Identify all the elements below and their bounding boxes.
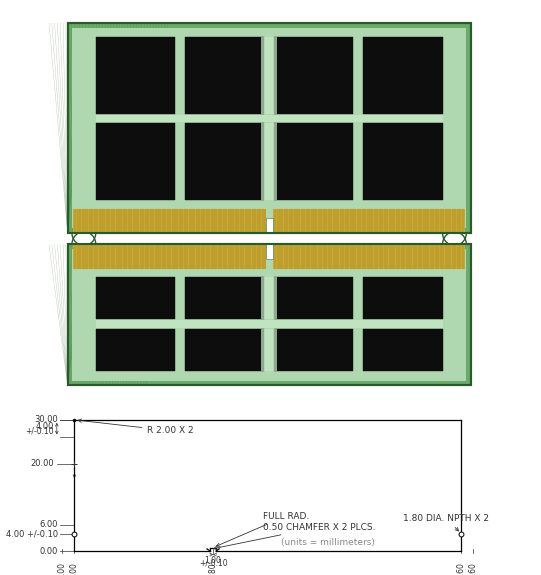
Bar bbox=[96, 320, 443, 328]
Bar bbox=[274, 37, 353, 114]
Bar bbox=[96, 277, 175, 319]
Bar bbox=[261, 123, 277, 200]
Text: +/-0.10: +/-0.10 bbox=[25, 426, 54, 435]
Text: R 2.00 X 2: R 2.00 X 2 bbox=[78, 419, 194, 435]
Text: FULL RAD.: FULL RAD. bbox=[216, 512, 309, 546]
Text: 1.00: 1.00 bbox=[204, 557, 221, 565]
Text: 1.80 DIA. NPTH X 2: 1.80 DIA. NPTH X 2 bbox=[403, 514, 489, 531]
Polygon shape bbox=[443, 233, 466, 246]
Bar bbox=[185, 277, 264, 319]
Bar bbox=[96, 115, 443, 122]
Polygon shape bbox=[72, 233, 96, 246]
Bar bbox=[266, 244, 273, 259]
Bar bbox=[72, 28, 466, 228]
Text: 24.80: 24.80 bbox=[208, 562, 217, 575]
Text: 4.00: 4.00 bbox=[36, 422, 54, 431]
Text: 0.00: 0.00 bbox=[58, 562, 67, 575]
Text: 0.00: 0.00 bbox=[39, 547, 58, 555]
Bar bbox=[261, 37, 277, 114]
Bar bbox=[274, 277, 353, 319]
Bar bbox=[274, 328, 353, 371]
Bar bbox=[363, 277, 443, 319]
Polygon shape bbox=[72, 232, 96, 244]
Text: 2.00: 2.00 bbox=[70, 562, 79, 575]
Bar bbox=[68, 23, 471, 233]
Bar bbox=[274, 123, 353, 200]
Bar bbox=[68, 23, 471, 233]
Bar bbox=[72, 249, 466, 381]
Text: 65.60: 65.60 bbox=[457, 562, 466, 575]
Bar bbox=[363, 328, 443, 371]
Bar bbox=[68, 244, 471, 385]
Text: (units = millimeters): (units = millimeters) bbox=[281, 538, 375, 547]
Bar bbox=[273, 209, 465, 233]
Bar bbox=[185, 123, 264, 200]
Text: 0.50 CHAMFER X 2 PLCS.: 0.50 CHAMFER X 2 PLCS. bbox=[214, 523, 375, 550]
Bar bbox=[266, 218, 273, 233]
Bar bbox=[73, 209, 266, 233]
Text: +/-0.10: +/-0.10 bbox=[199, 559, 227, 568]
Bar bbox=[261, 277, 277, 319]
Bar bbox=[363, 37, 443, 114]
Text: 30.00: 30.00 bbox=[34, 415, 58, 424]
Text: 67.60: 67.60 bbox=[469, 562, 478, 575]
Bar bbox=[68, 244, 471, 385]
Bar bbox=[96, 328, 175, 371]
Bar bbox=[363, 123, 443, 200]
Bar bbox=[96, 123, 175, 200]
Text: 6.00: 6.00 bbox=[39, 520, 58, 530]
Bar bbox=[261, 328, 277, 371]
Bar bbox=[96, 37, 175, 114]
Bar bbox=[185, 37, 264, 114]
Bar bbox=[73, 244, 266, 269]
Text: 4.00 +/-0.10: 4.00 +/-0.10 bbox=[6, 529, 58, 538]
Polygon shape bbox=[443, 232, 466, 244]
Text: 20.00: 20.00 bbox=[30, 459, 54, 468]
Bar bbox=[273, 244, 465, 269]
Bar bbox=[185, 328, 264, 371]
